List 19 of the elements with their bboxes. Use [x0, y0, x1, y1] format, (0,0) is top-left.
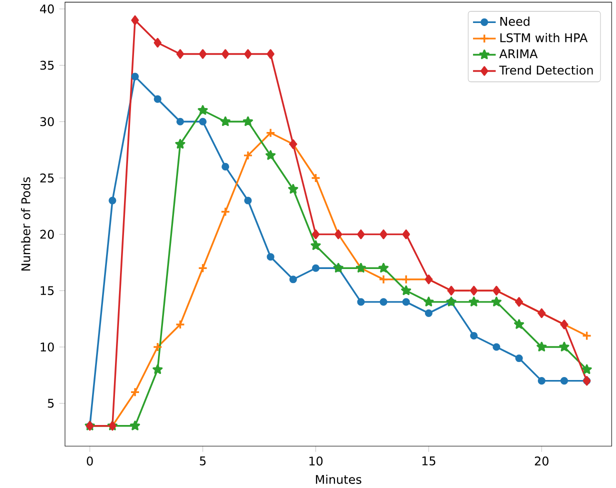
x-tick-label: 20	[534, 456, 548, 466]
legend-label: Need	[500, 16, 530, 26]
x-tick-label: 5	[200, 456, 206, 466]
x-tick-label: 10	[309, 456, 323, 466]
y-tick-label: 25	[40, 173, 54, 182]
y-tick-label: 40	[40, 4, 54, 14]
legend-label: Trend Detection	[499, 65, 593, 74]
x-tick-label: 0	[86, 456, 93, 466]
legend-label: ARIMA	[499, 49, 538, 58]
y-tick-label: 10	[40, 342, 54, 352]
y-tick-label: 20	[40, 230, 54, 239]
x-axis-title: Minutes	[316, 474, 362, 484]
y-tick-label: 35	[40, 60, 54, 70]
y-tick-label: 15	[40, 286, 54, 295]
y-tick-label: 5	[48, 398, 54, 408]
legend-label: LSTM with HPA	[500, 32, 588, 42]
y-axis-title: Number of Pods	[21, 177, 30, 270]
x-tick-label: 15	[422, 456, 436, 466]
y-tick-label: 30	[40, 116, 54, 126]
